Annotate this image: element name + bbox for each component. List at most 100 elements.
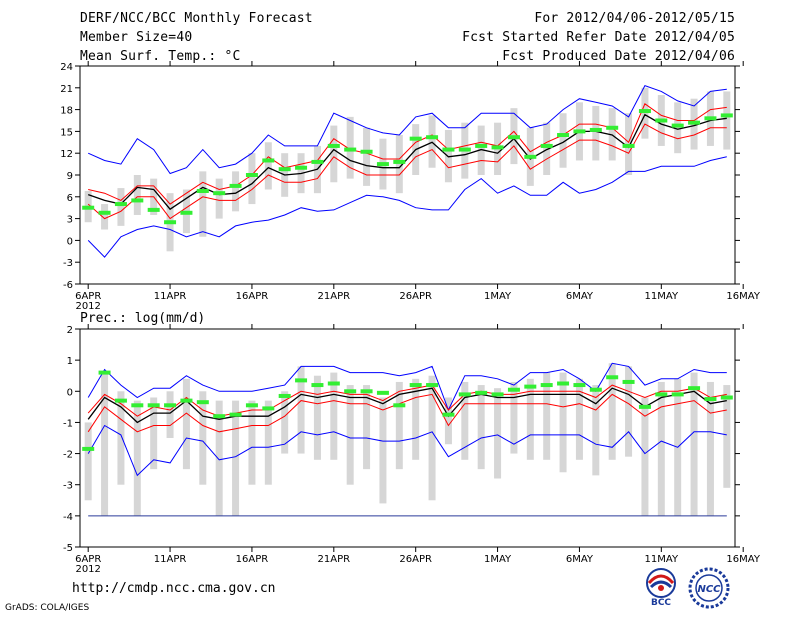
temp-y-tick-label: 24 (60, 62, 73, 73)
ncc-logo-text: NCC (697, 584, 721, 595)
prec-ensemble-box (281, 391, 289, 454)
prec-ensemble-box (330, 372, 338, 460)
temp-y-tick-label: 3 (67, 215, 73, 226)
prec-series-max (87, 362, 727, 412)
prec-obs-marker (688, 386, 701, 391)
prec-ensemble-box (412, 378, 420, 460)
prec-obs-marker (180, 398, 193, 403)
temp-ensemble-box (592, 105, 600, 161)
prec-ensemble-box (215, 400, 223, 516)
prec-y-tick-label: -5 (63, 543, 73, 554)
prec-x-tick-label: 11MAY (645, 554, 679, 565)
prec-obs-marker (524, 384, 537, 389)
prec-ensemble-box (723, 385, 731, 488)
temp-obs-marker (442, 147, 455, 152)
temp-x-tick-label: 1MAY (484, 291, 512, 302)
temp-obs-marker (638, 109, 651, 114)
temp-ensemble-box (232, 171, 240, 212)
temp-ensemble-box (101, 204, 109, 230)
prec-obs-marker (376, 390, 389, 395)
prec-obs-marker (164, 403, 177, 408)
temp-series-mean (87, 113, 727, 211)
temp-x-tick-label: 26APR (399, 291, 432, 302)
temp-x-tick-label: 11APR (154, 291, 187, 302)
temp-obs-marker (589, 127, 602, 132)
prec-y-tick-label: -2 (63, 450, 73, 461)
prec-obs-marker (213, 414, 226, 419)
forecast-period-label: For 2012/04/06-2012/05/15 (534, 11, 735, 26)
prec-obs-marker (262, 406, 275, 411)
prec-obs-marker (245, 403, 258, 408)
prec-x-tick-label: 16MAY (726, 554, 760, 565)
prec-ensemble-box (461, 381, 469, 460)
temp-x-tick-label: 16MAY (726, 291, 760, 302)
prec-x-tick-label: 26APR (399, 554, 432, 565)
prec-ensemble-box (232, 400, 240, 516)
prec-obs-marker (442, 412, 455, 417)
temp-ensemble-box (133, 175, 141, 215)
prec-series-min (87, 424, 727, 477)
prec-ensemble-box (543, 372, 551, 460)
temp-obs-marker (573, 129, 586, 134)
temp-obs-marker (262, 158, 275, 163)
prec-y-tick-label: 0 (67, 387, 73, 398)
temp-ensemble-box (363, 127, 371, 186)
temp-obs-marker (278, 167, 291, 172)
prec-ensemble-box (477, 385, 485, 470)
temp-obs-marker (671, 123, 684, 128)
temp-obs-marker (311, 159, 324, 164)
temp-obs-marker (426, 135, 439, 140)
bcc-logo: BCC (646, 568, 676, 607)
temp-obs-marker (475, 143, 488, 148)
precipitation-variable-label: Prec.: log(mm/d) (80, 311, 205, 326)
temp-ensemble-box (395, 135, 403, 194)
prec-ensemble-box (166, 391, 174, 438)
prec-obs-marker (196, 400, 209, 405)
prec-obs-marker (557, 381, 570, 386)
temp-ensemble-box (641, 87, 649, 139)
temp-ensemble-box (543, 122, 551, 175)
temp-obs-marker (245, 173, 258, 177)
prec-ensemble-box (592, 385, 600, 476)
prec-obs-marker (606, 375, 619, 380)
prec-obs-marker (344, 389, 357, 394)
temp-y-tick-label: -3 (63, 258, 73, 269)
prec-obs-marker (671, 392, 684, 397)
temp-ensemble-box (215, 178, 223, 219)
prec-x-tick-label: 6APR (75, 554, 101, 565)
prec-ensemble-box (117, 391, 125, 485)
prec-ensemble-box (575, 378, 583, 460)
temp-x-tick-label: 16APR (236, 291, 269, 302)
temp-ensemble-box (199, 171, 207, 237)
temp-panel: -6 -3 0 3 6 9 12 15 18 21 24 6APR 11APR 16APR 21APR 26A… (60, 61, 761, 312)
prec-ensemble-box (526, 378, 534, 460)
temp-ensemble-box (674, 102, 682, 154)
temp-x-tick-label: 21APR (318, 291, 351, 302)
temp-obs-marker (524, 154, 537, 159)
temp-series-lower-spread (87, 123, 727, 220)
prec-ensemble-box (444, 397, 452, 445)
prec-y-tick-label: 2 (67, 325, 73, 336)
prec-ensemble-box (84, 422, 92, 501)
temp-ensemble-box (477, 125, 485, 175)
temp-obs-marker (229, 183, 242, 188)
prec-obs-marker (426, 383, 439, 388)
prec-obs-marker (638, 404, 651, 409)
temp-y-tick-label: 21 (60, 84, 73, 95)
prec-obs-marker (114, 398, 127, 403)
prec-plot-frame (79, 328, 736, 548)
temp-obs-marker (688, 120, 701, 125)
temp-obs-marker (491, 145, 504, 150)
website-url[interactable]: http://cmdp.ncc.cma.gov.cn (72, 581, 276, 596)
prec-ensemble-box (608, 363, 616, 460)
prec-ensemble-box (559, 372, 567, 473)
temp-obs-marker (131, 198, 144, 203)
temp-ensemble-box (723, 91, 731, 150)
prec-obs-marker (704, 397, 717, 402)
prec-obs-marker (147, 403, 160, 408)
temp-y-tick-label: -6 (63, 280, 73, 291)
prec-ensemble-box (706, 381, 714, 516)
prec-x-year-label: 2012 (75, 564, 100, 575)
temp-y-tick-label: 9 (67, 171, 73, 182)
